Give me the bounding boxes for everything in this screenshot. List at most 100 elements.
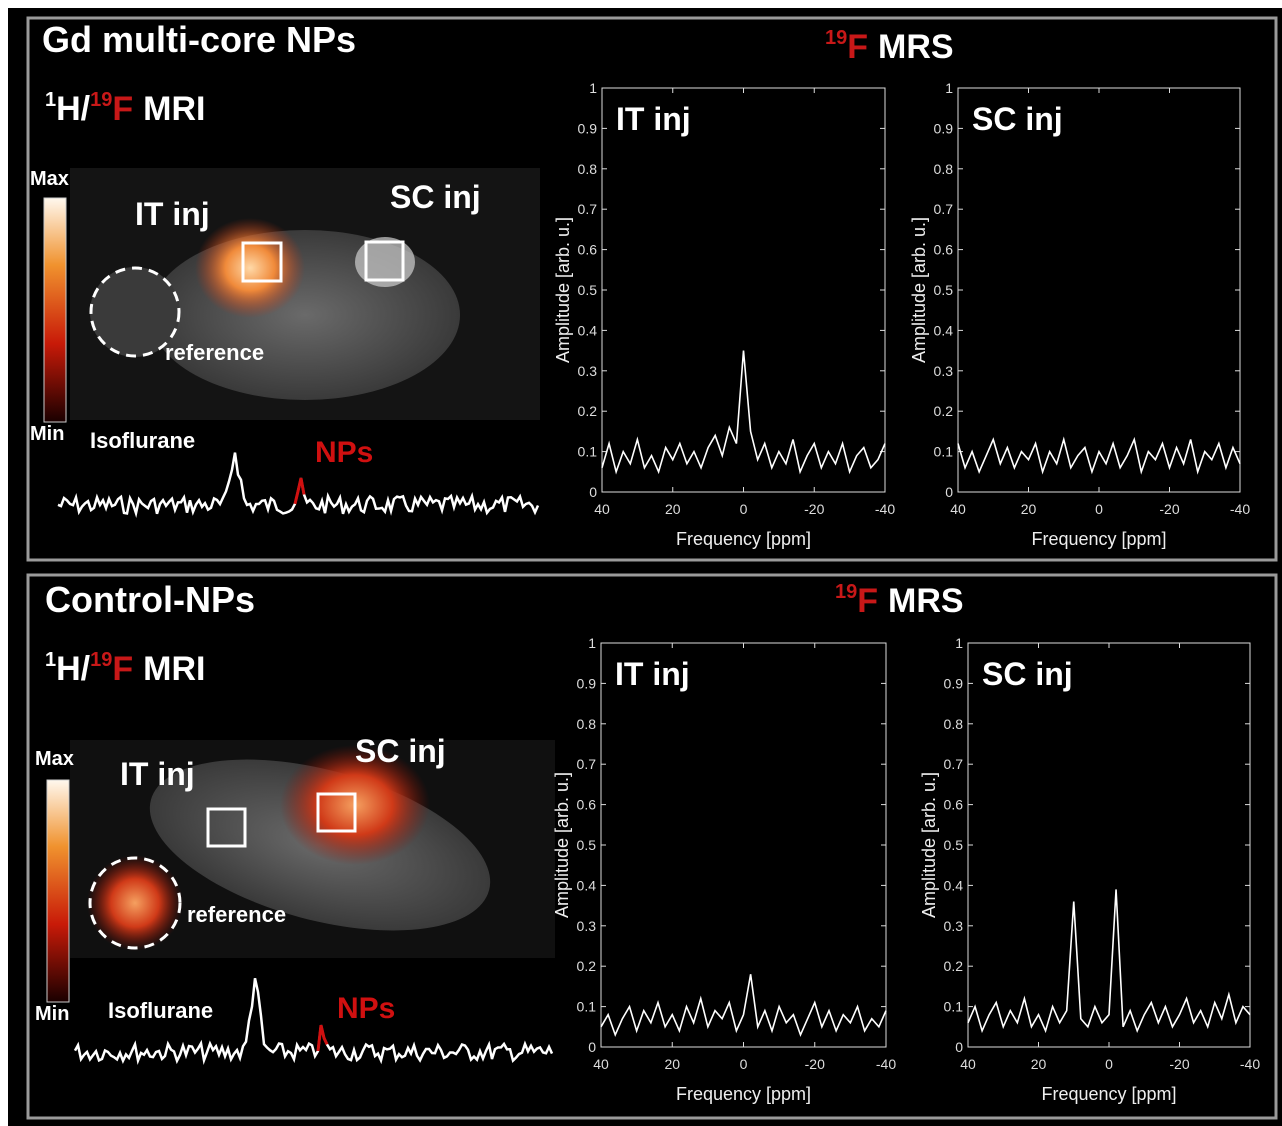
x-tick-label: 20 (1021, 501, 1037, 517)
colorbar-max: Max (30, 168, 69, 190)
y-tick-label: 0.4 (578, 322, 598, 338)
x-tick-label: 40 (960, 1056, 976, 1072)
label-part: 19 (90, 649, 112, 671)
y-tick-label: 0.6 (578, 242, 598, 258)
y-axis-label: Amplitude [arb. u.] (909, 217, 929, 363)
label-part: 1 (45, 89, 56, 111)
colorbar-min: Min (30, 423, 64, 445)
y-tick-label: 1 (588, 635, 596, 651)
label-part: 1 (45, 649, 56, 671)
y-tick-label: 0 (588, 1039, 596, 1055)
label-part: MRI (143, 650, 205, 688)
y-tick-label: 0.2 (577, 958, 597, 974)
sc-label: SC inj (390, 179, 481, 215)
x-tick-label: -40 (1230, 501, 1250, 517)
y-tick-label: 0.7 (934, 201, 954, 217)
x-tick-label: 40 (593, 1056, 609, 1072)
mri-label: 1H/19F MRI (45, 649, 205, 688)
x-tick-label: -40 (1240, 1056, 1260, 1072)
x-tick-label: 0 (1105, 1056, 1113, 1072)
chart-title: IT inj (615, 656, 690, 692)
colorbar-min: Min (35, 1003, 69, 1025)
y-tick-label: 0.2 (578, 403, 598, 419)
x-tick-label: 40 (950, 501, 966, 517)
y-tick-label: 0.2 (934, 403, 954, 419)
label-part: MRS (888, 582, 964, 620)
y-tick-label: 0.4 (577, 877, 597, 893)
x-tick-label: -20 (1159, 501, 1179, 517)
label-part: H/ (56, 90, 91, 128)
y-tick-label: 0.2 (944, 958, 964, 974)
x-tick-label: 40 (594, 501, 610, 517)
x-tick-label: -40 (875, 501, 895, 517)
plot-frame (958, 88, 1240, 492)
x-tick-label: 0 (740, 501, 748, 517)
y-tick-label: 0.7 (578, 201, 598, 217)
label-part: 19 (835, 581, 857, 603)
y-tick-label: 0.1 (934, 444, 954, 460)
label-part: F (847, 28, 868, 66)
x-axis-label: Frequency [ppm] (676, 1084, 811, 1104)
x-tick-label: -40 (876, 1056, 896, 1072)
sc-label: SC inj (355, 733, 446, 769)
y-tick-label: 0.3 (934, 363, 954, 379)
x-tick-label: 0 (740, 1056, 748, 1072)
label-part: MRS (878, 28, 954, 66)
y-tick-label: 0.9 (944, 675, 964, 691)
y-tick-label: 0.7 (577, 756, 597, 772)
plot-frame (968, 643, 1250, 1047)
y-tick-label: 0.1 (577, 999, 597, 1015)
x-tick-label: -20 (804, 501, 824, 517)
y-tick-label: 0.6 (577, 797, 597, 813)
y-tick-label: 0.5 (934, 282, 954, 298)
y-tick-label: 1 (945, 80, 953, 96)
x-tick-label: -20 (1169, 1056, 1189, 1072)
y-tick-label: 0 (955, 1039, 963, 1055)
y-tick-label: 0.4 (934, 322, 954, 338)
y-axis-label: Amplitude [arb. u.] (553, 217, 573, 363)
chart-title: SC inj (972, 101, 1063, 137)
y-tick-label: 0.8 (934, 161, 954, 177)
x-tick-label: 20 (1031, 1056, 1047, 1072)
x-axis-label: Frequency [ppm] (1041, 1084, 1176, 1104)
y-tick-label: 0.7 (944, 756, 964, 772)
x-tick-label: 20 (664, 1056, 680, 1072)
isoflurane-label: Isoflurane (108, 998, 213, 1023)
y-tick-label: 0.9 (934, 120, 954, 136)
label-part: F (857, 582, 878, 620)
y-tick-label: 0.8 (944, 716, 964, 732)
y-tick-label: 0 (589, 484, 597, 500)
y-tick-label: 0.3 (944, 918, 964, 934)
y-tick-label: 0.1 (578, 444, 598, 460)
y-tick-label: 0.5 (944, 837, 964, 853)
chart-title: IT inj (616, 101, 691, 137)
x-axis-label: Frequency [ppm] (676, 529, 811, 549)
label-part: 19 (825, 27, 847, 49)
isoflurane-label: Isoflurane (90, 428, 195, 453)
x-tick-label: 20 (665, 501, 681, 517)
chart-title: SC inj (982, 656, 1073, 692)
y-tick-label: 0.9 (578, 120, 598, 136)
x-axis-label: Frequency [ppm] (1031, 529, 1166, 549)
y-tick-label: 0.5 (578, 282, 598, 298)
reference-label: reference (165, 340, 264, 365)
panel-title: Control-NPs (45, 579, 255, 620)
label-part: F (112, 650, 133, 688)
y-tick-label: 0 (945, 484, 953, 500)
plot-frame (601, 643, 886, 1047)
y-tick-label: 0.8 (578, 161, 598, 177)
x-tick-label: -20 (805, 1056, 825, 1072)
y-tick-label: 0.6 (944, 797, 964, 813)
figure: Gd multi-core NPs19FMRS1H/19FMRIMaxMinIT… (0, 0, 1282, 1126)
spectrum-chart: 0 0.1 0.2 0.3 0.4 0.5 0.6 0.7 0.8 0.9 1 40 20 0 -20 -40… (553, 80, 895, 549)
y-tick-label: 1 (589, 80, 597, 96)
label-part: H/ (56, 650, 91, 688)
y-tick-label: 0.8 (577, 716, 597, 732)
label-part: 19 (90, 89, 112, 111)
colorbar-max: Max (35, 748, 74, 770)
y-tick-label: 0.3 (578, 363, 598, 379)
y-tick-label: 1 (955, 635, 963, 651)
